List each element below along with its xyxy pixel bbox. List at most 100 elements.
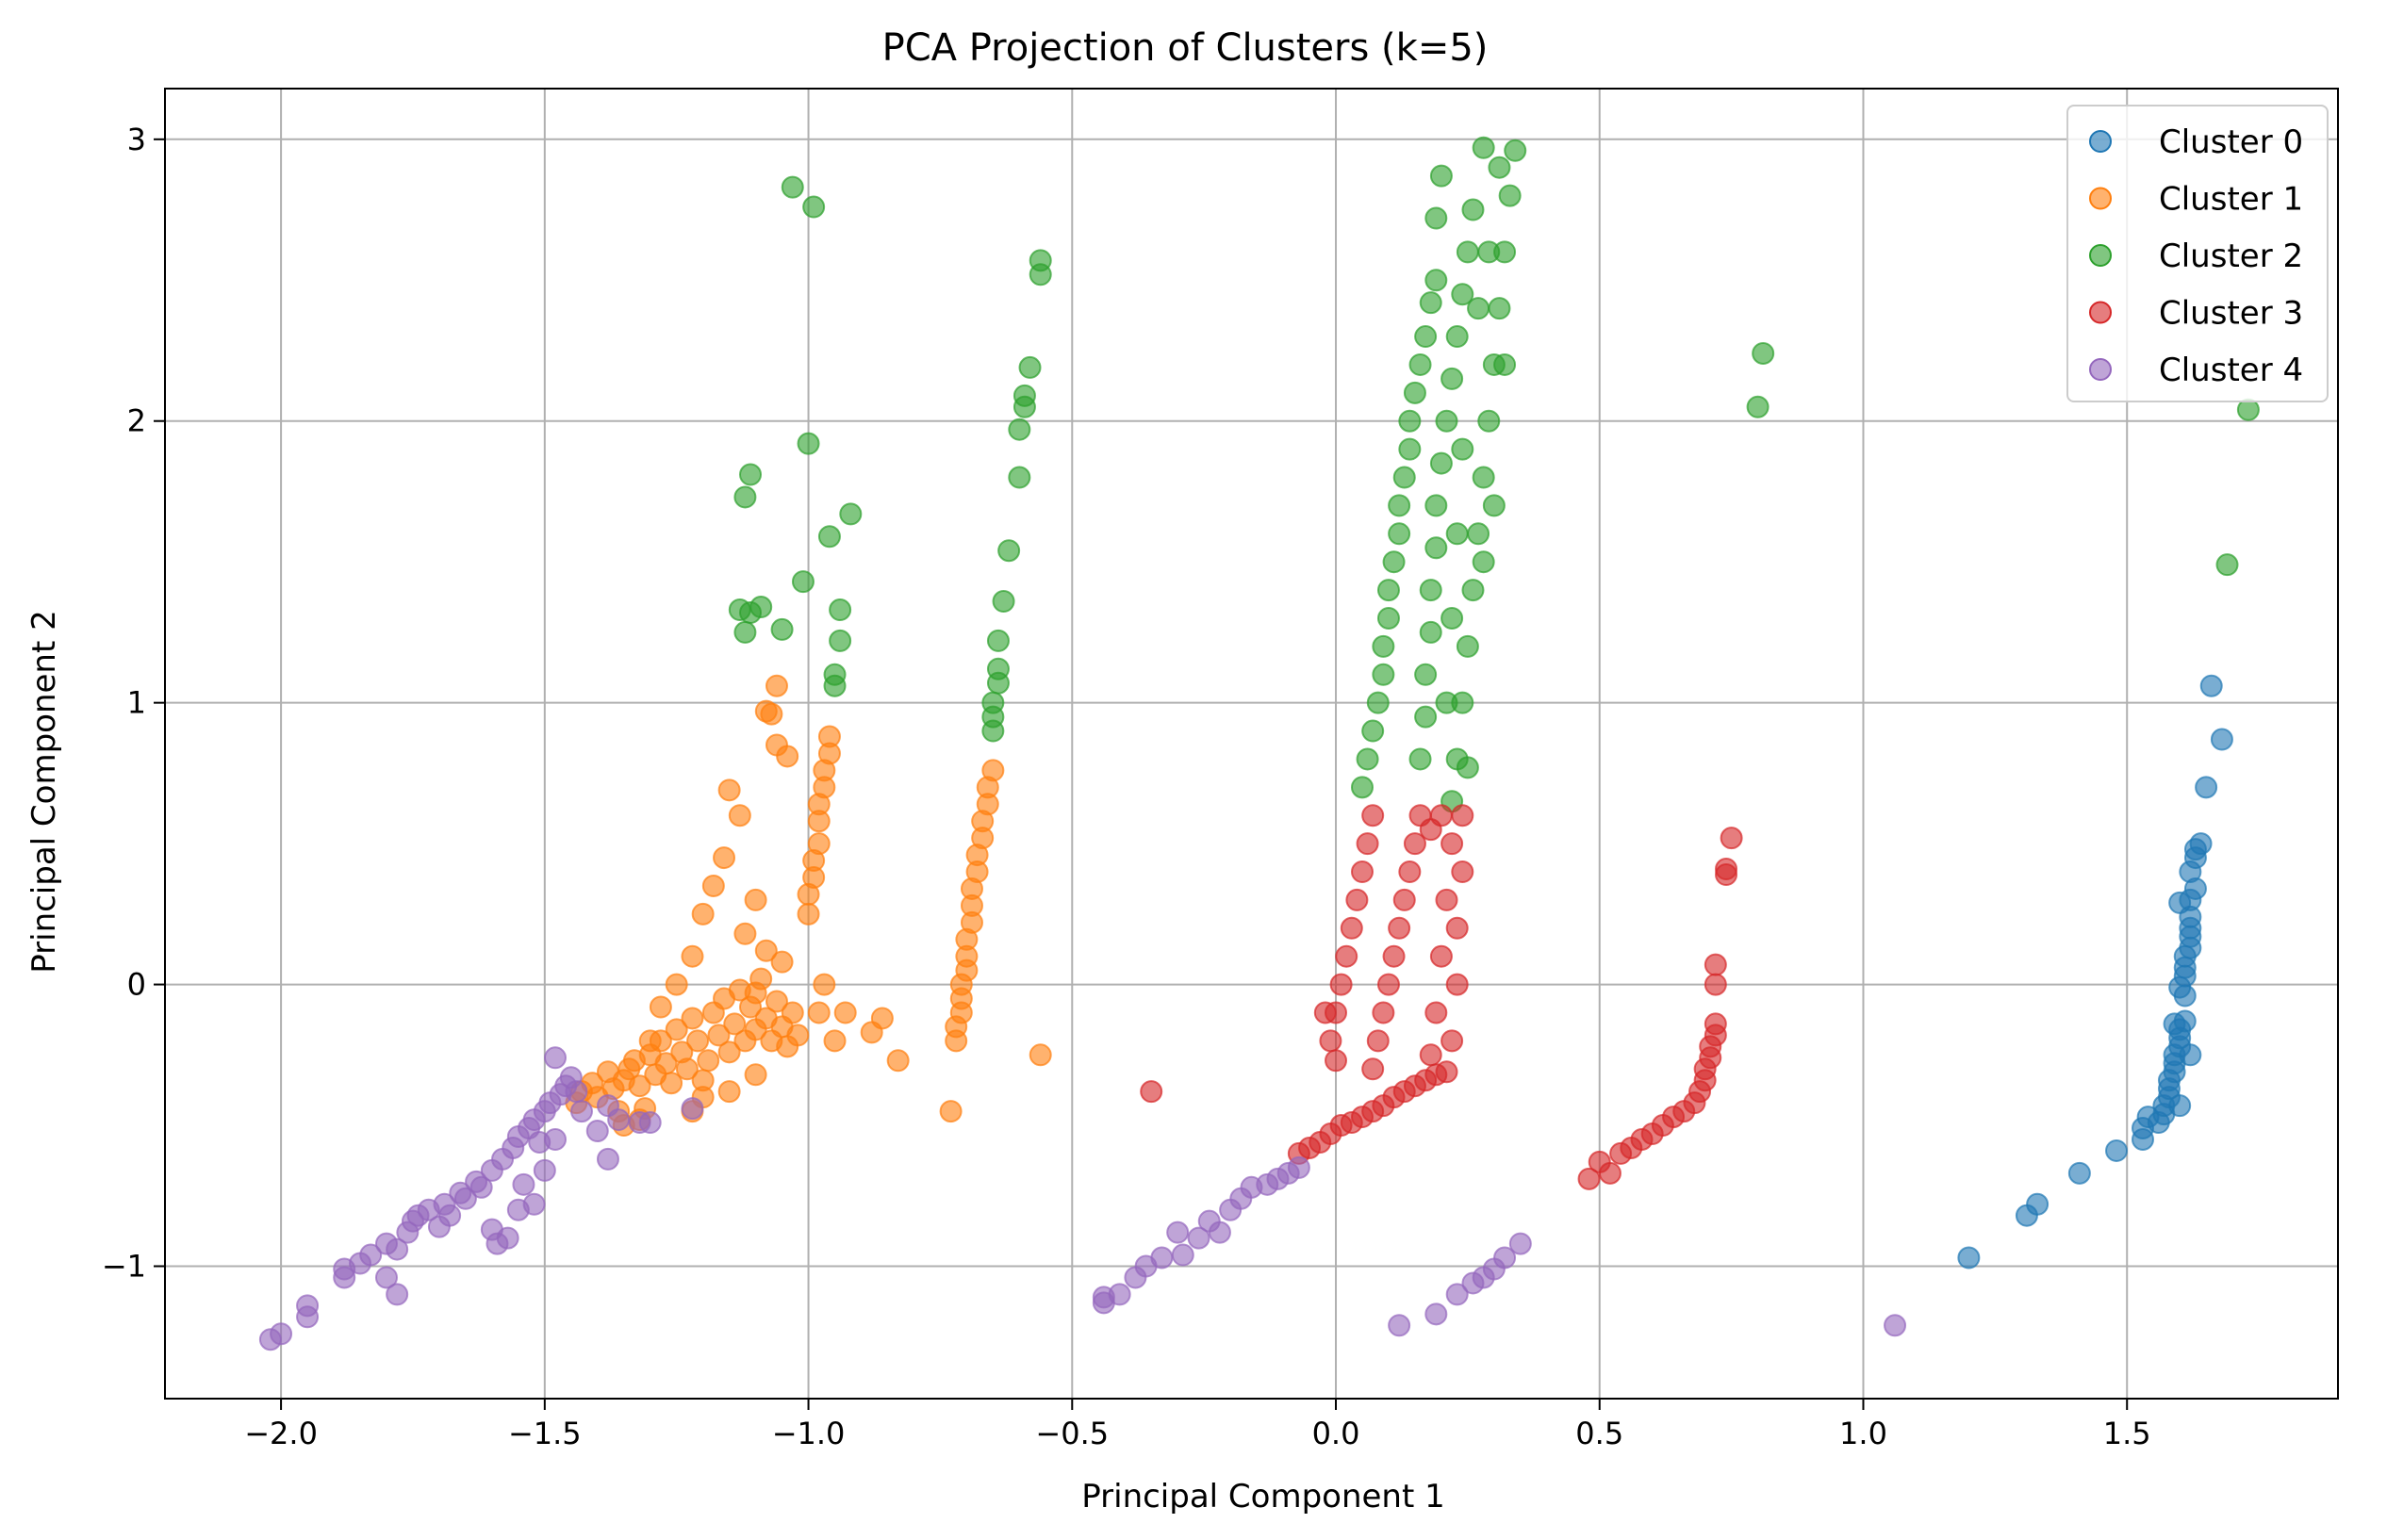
point-cluster-2 bbox=[781, 175, 804, 199]
point-cluster-3 bbox=[1435, 888, 1458, 911]
point-cluster-1 bbox=[813, 973, 836, 996]
point-cluster-4 bbox=[585, 1120, 609, 1143]
point-cluster-4 bbox=[522, 1192, 546, 1216]
point-cluster-3 bbox=[1440, 1029, 1464, 1053]
point-cluster-3 bbox=[1388, 916, 1411, 940]
plot-frame bbox=[164, 88, 2339, 1400]
point-cluster-2 bbox=[1445, 325, 1469, 349]
point-cluster-1 bbox=[649, 995, 672, 1019]
point-cluster-2 bbox=[1029, 263, 1052, 287]
point-cluster-2 bbox=[997, 539, 1021, 563]
point-cluster-3 bbox=[1445, 973, 1469, 996]
point-cluster-2 bbox=[1461, 198, 1485, 221]
x-tick-label: −0.5 bbox=[1035, 1416, 1109, 1451]
point-cluster-2 bbox=[1424, 536, 1448, 560]
point-cluster-3 bbox=[1392, 888, 1416, 911]
point-cluster-2 bbox=[1408, 747, 1432, 771]
point-cluster-2 bbox=[739, 463, 763, 486]
point-cluster-4 bbox=[681, 1097, 704, 1121]
point-cluster-2 bbox=[1388, 494, 1411, 517]
point-cluster-0 bbox=[2199, 674, 2223, 697]
x-tick-label: 1.5 bbox=[2103, 1416, 2151, 1451]
point-cluster-2 bbox=[1419, 579, 1442, 602]
legend-label-cluster-3: Cluster 3 bbox=[2159, 295, 2303, 333]
point-cluster-2 bbox=[1008, 418, 1031, 441]
point-cluster-2 bbox=[1008, 466, 1031, 489]
point-cluster-0 bbox=[2210, 728, 2233, 751]
point-cluster-1 bbox=[765, 990, 788, 1013]
x-tick-label: −1.5 bbox=[508, 1416, 582, 1451]
point-cluster-1 bbox=[823, 1029, 847, 1053]
point-cluster-4 bbox=[1445, 1283, 1469, 1306]
point-cluster-1 bbox=[981, 759, 1005, 782]
point-cluster-3 bbox=[1577, 1167, 1601, 1190]
point-cluster-4 bbox=[1108, 1283, 1131, 1306]
point-cluster-2 bbox=[1488, 156, 1511, 179]
point-cluster-1 bbox=[681, 944, 704, 968]
point-cluster-3 bbox=[1335, 944, 1358, 968]
point-cluster-2 bbox=[1440, 606, 1464, 630]
point-cluster-2 bbox=[1445, 522, 1469, 546]
point-cluster-1 bbox=[675, 1057, 699, 1081]
point-cluster-2 bbox=[1419, 291, 1442, 315]
point-cluster-3 bbox=[1715, 858, 1738, 881]
point-cluster-2 bbox=[1424, 494, 1448, 517]
legend-items: Cluster 0 Cluster 1 Cluster 2 Cluster 3 Clus… bbox=[2089, 123, 2303, 389]
y-axis-label: Principal Component 2 bbox=[25, 610, 63, 974]
point-cluster-4 bbox=[533, 1158, 556, 1182]
point-cluster-2 bbox=[1424, 269, 1448, 292]
point-cluster-2 bbox=[802, 195, 826, 219]
point-cluster-4 bbox=[438, 1204, 462, 1227]
point-cluster-2 bbox=[1408, 352, 1432, 376]
legend-label-cluster-1: Cluster 1 bbox=[2159, 181, 2303, 219]
point-cluster-2 bbox=[1488, 297, 1511, 320]
point-cluster-1 bbox=[665, 1018, 688, 1041]
point-cluster-2 bbox=[733, 620, 757, 644]
point-cluster-1 bbox=[717, 1080, 741, 1104]
point-cluster-2 bbox=[1419, 620, 1442, 644]
point-cluster-3 bbox=[1440, 832, 1464, 856]
point-cluster-2 bbox=[2215, 553, 2239, 577]
point-cluster-3 bbox=[1398, 860, 1422, 884]
point-cluster-2 bbox=[791, 570, 815, 594]
point-cluster-2 bbox=[1376, 579, 1400, 602]
point-cluster-4 bbox=[596, 1147, 619, 1171]
point-cluster-4 bbox=[544, 1127, 568, 1151]
point-cluster-4 bbox=[469, 1175, 493, 1199]
point-cluster-2 bbox=[1504, 139, 1527, 162]
point-cluster-2 bbox=[1414, 325, 1438, 349]
point-cluster-4 bbox=[1493, 1246, 1517, 1270]
point-cluster-1 bbox=[733, 922, 757, 945]
point-cluster-2 bbox=[1472, 136, 1495, 159]
point-cluster-1 bbox=[754, 939, 778, 962]
legend-marker-cluster-4 bbox=[2089, 358, 2112, 381]
point-cluster-3 bbox=[1419, 1043, 1442, 1067]
y-tick-label: 1 bbox=[127, 685, 146, 721]
data-points bbox=[258, 136, 2260, 1352]
point-cluster-3 bbox=[1451, 804, 1474, 827]
point-cluster-4 bbox=[386, 1283, 409, 1306]
point-cluster-4 bbox=[607, 1108, 631, 1132]
point-cluster-1 bbox=[770, 950, 794, 974]
point-cluster-2 bbox=[1361, 719, 1385, 743]
point-cluster-3 bbox=[1451, 860, 1474, 884]
point-cluster-1 bbox=[713, 846, 736, 870]
point-cluster-4 bbox=[1166, 1221, 1190, 1244]
legend-box bbox=[2066, 105, 2329, 402]
point-cluster-2 bbox=[1414, 663, 1438, 686]
point-cluster-3 bbox=[1350, 860, 1374, 884]
point-cluster-1 bbox=[691, 902, 715, 926]
point-cluster-2 bbox=[1350, 776, 1374, 799]
point-cluster-2 bbox=[1467, 522, 1490, 546]
point-cluster-3 bbox=[1325, 1001, 1348, 1024]
point-cluster-3 bbox=[1140, 1080, 1163, 1104]
point-cluster-3 bbox=[1403, 832, 1426, 856]
point-cluster-3 bbox=[1361, 804, 1385, 827]
point-cluster-2 bbox=[1435, 409, 1458, 433]
point-cluster-2 bbox=[1398, 409, 1422, 433]
x-tick-label: 0.5 bbox=[1575, 1416, 1623, 1451]
point-cluster-2 bbox=[2236, 398, 2260, 421]
point-cluster-4 bbox=[359, 1243, 383, 1267]
point-cluster-2 bbox=[1366, 691, 1390, 714]
